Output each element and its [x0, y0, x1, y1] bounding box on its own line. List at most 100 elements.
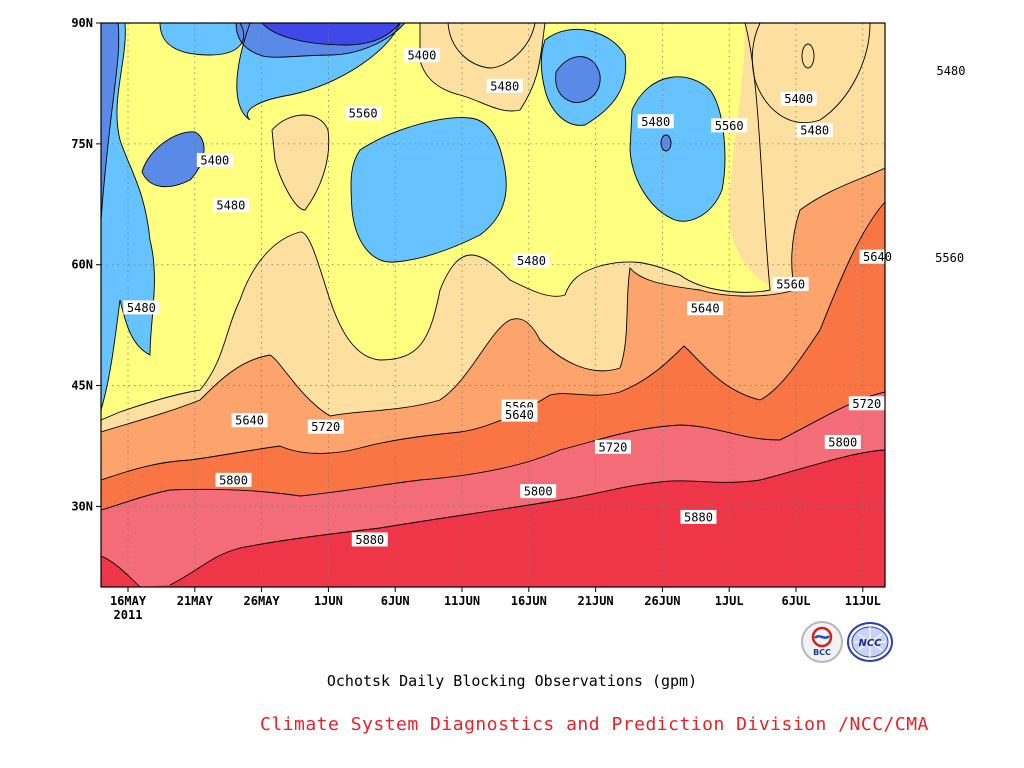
- contour-line: [801, 43, 815, 69]
- x-tick-label: 26JUN: [644, 594, 680, 608]
- axes: 16MAY 21MAY 26MAY 1JUN 6JUN 11JUN 16JUN 21JUN 26…: [71, 16, 881, 622]
- y-tick-label: 75N: [71, 137, 93, 151]
- contour-label-bg: [345, 106, 382, 121]
- contour-label-bg: [687, 301, 724, 316]
- bcc-logo: BCC: [801, 621, 843, 663]
- contour-label-bg: [637, 114, 674, 129]
- contour-label-bg: [231, 413, 268, 428]
- contour-label: 5560: [349, 107, 378, 121]
- x-tick-label: 1JUL: [715, 594, 744, 608]
- ncc-logo: NCC: [847, 622, 893, 662]
- contour-label: 5640: [863, 250, 892, 264]
- contour-line: [101, 23, 120, 221]
- contour-label-bg: [680, 509, 717, 524]
- contour-label: 5640: [235, 414, 264, 428]
- contour-label-bg: [931, 250, 968, 265]
- contour-label: 5480: [641, 115, 670, 129]
- credit-line: Climate System Diagnostics and Predictio…: [260, 714, 929, 735]
- contour-label: 5480: [216, 199, 245, 213]
- contour-line: [101, 201, 885, 481]
- contour-label-bg: [513, 253, 550, 268]
- contour-label-bg: [486, 78, 523, 93]
- contour-line: [751, 23, 871, 124]
- contour-label-bg: [307, 419, 344, 434]
- svg-text:NCC: NCC: [858, 638, 882, 649]
- contour-label: 5480: [127, 301, 156, 315]
- contour-line: [540, 28, 627, 126]
- contour-label-bg: [859, 249, 896, 264]
- contour-line: [555, 56, 601, 103]
- x-tick-label: 26MAY: [244, 594, 281, 608]
- contour-label: 5720: [852, 397, 881, 411]
- contour-label: 5640: [691, 302, 720, 316]
- contour-label: 5560: [776, 278, 805, 292]
- contour-line: [101, 555, 141, 587]
- contour-line: [271, 114, 330, 211]
- svg-text:BCC: BCC: [813, 648, 831, 657]
- contour-label: 5480: [490, 79, 519, 93]
- contour-label: 5640: [505, 408, 534, 422]
- x-tick-label: 6JUN: [381, 594, 410, 608]
- contour-label: 5400: [200, 153, 229, 167]
- x-tick-label: 16JUN: [511, 594, 547, 608]
- contour-label-bg: [780, 91, 817, 106]
- contour-line: [447, 23, 536, 69]
- contour-label: 5720: [311, 420, 340, 434]
- contour-line: [350, 117, 507, 263]
- band-5480-5560-pocket-b: [272, 115, 329, 210]
- contour-label-bg: [403, 48, 440, 63]
- contour-line: [101, 23, 155, 411]
- contour-label: 5800: [219, 473, 248, 487]
- contour-label: 5560: [715, 119, 744, 133]
- contour-label: 5480: [937, 64, 966, 78]
- contour-line: [629, 76, 726, 222]
- contour-label-bg: [196, 152, 233, 167]
- contour-label-bg: [848, 396, 885, 411]
- contour-line: [141, 131, 205, 188]
- contour-line: [235, 23, 406, 58]
- contour-label-bg: [796, 123, 833, 138]
- contour-lines: [101, 23, 885, 587]
- y-tick-label: 30N: [71, 499, 93, 513]
- contour-line: [169, 449, 885, 586]
- contour-line: [419, 23, 546, 112]
- contour-line: [101, 391, 885, 511]
- contour-labels: 5400 5480 5560 5480 5560 5400 5480 5480 5720 5400…: [123, 48, 969, 547]
- contour-label-bg: [824, 434, 861, 449]
- contour-label: 5800: [524, 485, 553, 499]
- contour-label-bg: [520, 484, 557, 499]
- contour-line: [236, 23, 401, 121]
- plot-frame: [100, 22, 886, 588]
- contour-label: 5480: [800, 124, 829, 138]
- contour-label-bg: [711, 118, 748, 133]
- x-tick-label: 11JUN: [444, 594, 480, 608]
- x-tick-label: 11JUL: [845, 594, 881, 608]
- contour-label: 5400: [784, 92, 813, 106]
- contour-label-bg: [501, 407, 538, 422]
- contour-line: [660, 134, 672, 152]
- contour-label-bg: [594, 439, 631, 454]
- contour-bands: [101, 23, 885, 587]
- y-tick-label: 45N: [71, 379, 93, 393]
- contour-label: 5480: [517, 254, 546, 268]
- contour-line: [101, 23, 771, 421]
- y-tick-label: 60N: [71, 258, 93, 272]
- contour-line: [159, 23, 245, 56]
- x-tick-label: 21JUN: [578, 594, 614, 608]
- contour-label: 5560: [935, 251, 964, 265]
- x-tick-label: 21MAY: [177, 594, 214, 608]
- contour-label: 5800: [828, 435, 857, 449]
- x-tick-label: 1JUN: [314, 594, 343, 608]
- contour-label-bg: [123, 300, 160, 315]
- contour-label: 5880: [355, 533, 384, 547]
- x-year-label: 2011: [114, 608, 143, 622]
- y-tick-label: 90N: [71, 16, 93, 30]
- contour-label-bg: [215, 472, 252, 487]
- contour-label: 5400: [407, 49, 436, 63]
- contour-label-bg: [772, 277, 809, 292]
- band-local-low: [661, 135, 671, 151]
- contour-label-bg: [212, 198, 249, 213]
- band-5400-5480: [101, 23, 725, 410]
- x-tick-label: 16MAY: [110, 594, 147, 608]
